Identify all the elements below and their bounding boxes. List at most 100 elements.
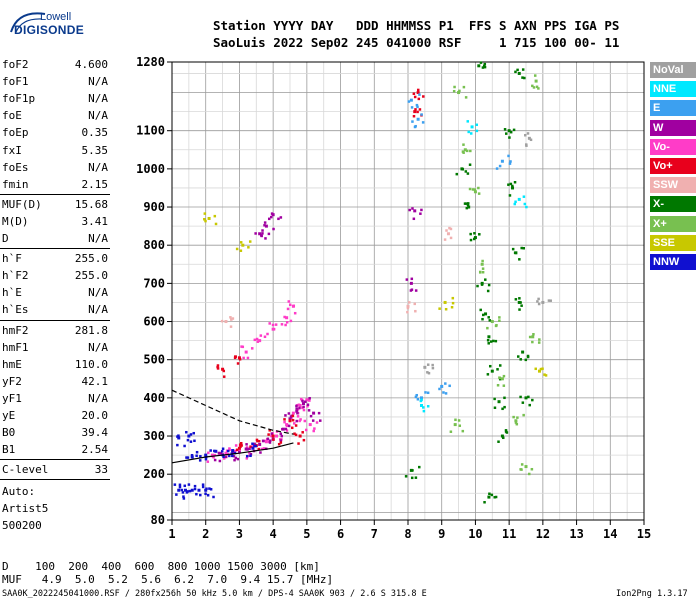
echo-point-xx bbox=[512, 415, 515, 419]
echo-point-nnw bbox=[190, 453, 194, 457]
echo-point-nne bbox=[513, 202, 517, 206]
param-row-hmf2: hmF2 281.8 bbox=[2, 322, 108, 339]
y-tick-label: 900 bbox=[143, 200, 165, 214]
echo-point-xx bbox=[487, 342, 490, 345]
echo-point-sse bbox=[451, 296, 455, 300]
echo-point-nnw bbox=[221, 447, 225, 451]
echo-point-sse bbox=[214, 222, 218, 226]
echo-point-nnw bbox=[181, 491, 185, 494]
x-tick-label: 5 bbox=[303, 527, 310, 541]
auto-method: Artist5 bbox=[2, 502, 49, 516]
echo-point-nnw bbox=[213, 449, 216, 453]
echo-point-w bbox=[405, 278, 409, 281]
echo-point-vox bbox=[288, 419, 292, 423]
echo-point-nnw bbox=[187, 483, 191, 486]
legend-item-vo: Vo- bbox=[650, 138, 696, 155]
echo-point-xx bbox=[507, 183, 510, 186]
echo-point-w bbox=[236, 457, 240, 461]
param-row-fmin: fmin 2.15 bbox=[2, 176, 108, 193]
echo-point-w bbox=[295, 404, 298, 408]
echo-point-sse bbox=[544, 374, 548, 377]
echo-point-sse bbox=[241, 243, 245, 247]
echo-point-xx bbox=[464, 96, 468, 99]
echo-point-vox bbox=[216, 367, 220, 370]
echo-point-xx bbox=[511, 247, 515, 251]
echo-point-xx bbox=[493, 496, 496, 499]
param-value: 20.0 bbox=[81, 409, 109, 422]
echo-point-vox bbox=[234, 449, 237, 453]
echo-point-vox bbox=[224, 451, 228, 455]
echo-point-nnw bbox=[205, 487, 208, 490]
echo-point-vox bbox=[238, 358, 242, 361]
param-label: foF1p bbox=[2, 92, 36, 106]
echo-point-xx bbox=[527, 395, 530, 399]
echo-point-w bbox=[290, 414, 294, 418]
echo-point-e bbox=[438, 387, 441, 391]
echo-point-nne bbox=[517, 197, 521, 201]
echo-point-xx bbox=[520, 246, 523, 250]
y-tick-label: 400 bbox=[143, 391, 165, 405]
echo-point-xx bbox=[507, 129, 511, 133]
echo-point-xx bbox=[502, 374, 506, 378]
echo-point-xx bbox=[473, 190, 477, 194]
echo-point-w bbox=[308, 396, 311, 400]
y-tick-label: 1100 bbox=[136, 124, 165, 138]
echo-point-nnw bbox=[176, 435, 179, 438]
echo-point-vox bbox=[222, 457, 226, 460]
echo-point-vox bbox=[252, 443, 255, 447]
echo-point-nnw bbox=[177, 436, 181, 440]
echo-point-xx bbox=[473, 188, 477, 191]
echo-point-xx bbox=[460, 167, 464, 171]
echo-point-e bbox=[495, 167, 499, 170]
echo-point-ssw bbox=[413, 302, 417, 306]
echo-point-xx bbox=[404, 475, 408, 478]
echo-point-nnw bbox=[221, 453, 225, 457]
x-tick-label: 6 bbox=[337, 527, 344, 541]
echo-point-e bbox=[498, 164, 502, 168]
echo-point-noval bbox=[427, 371, 431, 375]
echo-point-xx bbox=[461, 429, 465, 433]
echo-point-xx bbox=[531, 340, 534, 344]
echo-point-sse bbox=[534, 367, 537, 371]
x-tick-label: 9 bbox=[438, 527, 445, 541]
echo-point-sse bbox=[248, 240, 252, 243]
echo-point-vox bbox=[297, 403, 301, 407]
echo-point-w bbox=[218, 459, 222, 463]
echo-point-w bbox=[262, 439, 265, 443]
echo-point-xx bbox=[479, 308, 482, 312]
true-height-profile-curve bbox=[171, 442, 294, 464]
echo-point-vox bbox=[255, 337, 259, 341]
echo-point-xx bbox=[487, 335, 491, 339]
echo-point-noval bbox=[529, 138, 533, 142]
echo-point-w bbox=[221, 453, 224, 456]
echo-point-xx bbox=[483, 62, 487, 66]
echo-point-vox bbox=[275, 430, 279, 433]
param-label: yF1 bbox=[2, 391, 22, 405]
echo-point-vox bbox=[246, 356, 250, 360]
param-label: h`E bbox=[2, 286, 22, 300]
echo-point-xx bbox=[478, 270, 482, 274]
echo-point-w bbox=[419, 212, 422, 215]
echo-point-w bbox=[261, 439, 265, 443]
echo-point-w bbox=[219, 452, 223, 455]
param-row-hes: h`Es N/A bbox=[2, 301, 108, 318]
param-row-fof1: foF1 N/A bbox=[2, 73, 108, 90]
echo-point-nnw bbox=[195, 492, 198, 496]
echo-point-xx bbox=[511, 186, 515, 190]
echo-point-ssw bbox=[220, 319, 224, 323]
echo-point-vox bbox=[300, 398, 304, 402]
echo-point-xx bbox=[524, 358, 528, 362]
echo-point-ssw bbox=[445, 229, 448, 232]
echo-point-xx bbox=[462, 143, 465, 146]
echo-point-xx bbox=[520, 468, 523, 471]
echo-point-vox bbox=[237, 356, 241, 360]
echo-point-xx bbox=[512, 128, 516, 132]
echo-point-vox bbox=[264, 439, 267, 443]
echo-point-w bbox=[245, 443, 248, 446]
echo-point-vox bbox=[304, 428, 308, 432]
echo-point-xx bbox=[509, 182, 513, 186]
echo-point-xx bbox=[497, 400, 501, 404]
echo-point-e bbox=[507, 154, 510, 158]
echo-point-vox bbox=[234, 355, 237, 358]
echo-point-w bbox=[295, 419, 299, 423]
